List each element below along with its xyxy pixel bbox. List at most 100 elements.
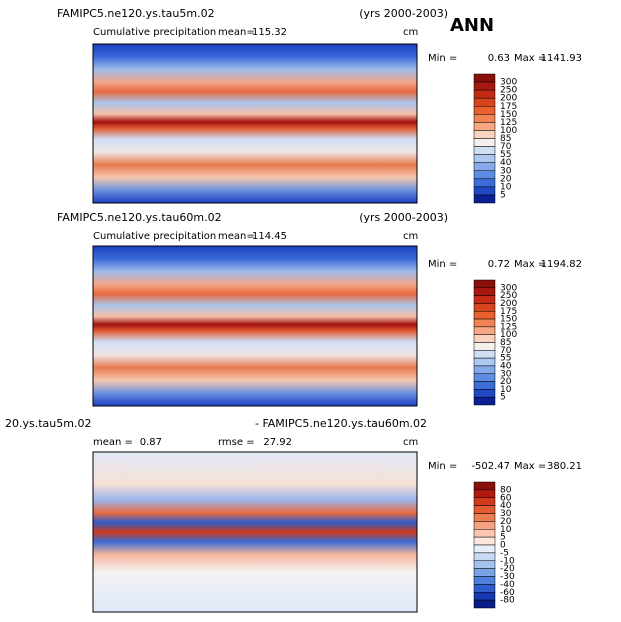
colorbar-label: 20 [500, 174, 512, 184]
colorbar-label: 70 [500, 142, 512, 152]
colorbar-box [473, 513, 496, 522]
map-field [92, 451, 418, 613]
colorbar-label: -80 [500, 596, 515, 606]
max-label: Max = [514, 461, 546, 472]
colorbar-label: 10 [500, 182, 512, 192]
colorbar-box [473, 106, 496, 115]
colorbar-label: 5 [500, 393, 506, 403]
colorbar-box [473, 521, 496, 530]
colorbar-label: 60 [500, 493, 512, 503]
colorbar-box [473, 381, 496, 390]
colorbar-box [473, 592, 496, 601]
colorbar-label: 250 [500, 86, 517, 96]
min-label: Min = [428, 259, 457, 270]
colorbar-box [473, 311, 496, 320]
colorbar-label: 150 [500, 315, 517, 325]
colorbar-label: 0 [500, 541, 506, 551]
colorbar-label: 20 [500, 377, 512, 387]
colorbar-label: 100 [500, 330, 517, 340]
colorbar-box [473, 536, 496, 546]
subtitle: Cumulative precipitation [93, 27, 216, 38]
colorbar-label: 300 [500, 283, 517, 293]
colorbar-label: 30 [500, 166, 512, 176]
colorbar-box [473, 287, 496, 296]
colorbar-box [473, 396, 496, 406]
colorbar-box [473, 373, 496, 382]
colorbar-box [473, 505, 496, 514]
colorbar-label: 40 [500, 501, 512, 511]
colorbar-label: 150 [500, 110, 517, 120]
colorbar-label: 10 [500, 385, 512, 395]
colorbar-box [473, 481, 496, 491]
colorbar-box [473, 334, 496, 343]
max-value: 380.21 [547, 461, 582, 472]
colorbar-label: 30 [500, 369, 512, 379]
stat-value: 0.87 [140, 437, 162, 448]
colorbar-box [473, 326, 496, 335]
colorbar-label: 30 [500, 509, 512, 519]
panel-title: FAMIPC5.ne120.ys.tau5m.02 [57, 7, 215, 20]
colorbar-box [473, 89, 496, 99]
colorbar-label: 80 [500, 485, 512, 495]
colorbar-label: 55 [500, 354, 511, 364]
units: cm [403, 437, 418, 448]
colorbar-label: 10 [500, 525, 512, 535]
colorbar-box [473, 114, 496, 123]
colorbar-box [473, 146, 496, 155]
colorbar-label: -30 [500, 572, 515, 582]
colorbar-box [473, 357, 496, 367]
stat-label: rmse = [218, 437, 255, 448]
colorbar-label: 5 [500, 190, 506, 200]
colorbar-label: 200 [500, 94, 517, 104]
panel-title: 20.ys.tau5m.02 [5, 417, 91, 430]
colorbar-box [473, 73, 496, 83]
colorbar-box [473, 122, 496, 131]
colorbar-label: 125 [500, 322, 517, 332]
units: cm [403, 27, 418, 38]
colorbar-label: -20 [500, 564, 515, 574]
colorbar-label: 70 [500, 346, 512, 356]
min-label: Min = [428, 53, 457, 64]
min-label: Min = [428, 461, 457, 472]
min-value: 0.72 [488, 259, 510, 270]
colorbar-box [473, 303, 496, 312]
colorbar-box [473, 497, 496, 506]
colorbar-box [473, 365, 496, 374]
colorbar-box [473, 138, 496, 147]
map-field [92, 43, 418, 204]
min-value: -502.47 [471, 461, 510, 472]
stat-label: mean= [218, 27, 255, 38]
colorbar-box [473, 170, 496, 180]
colorbar-box [473, 342, 496, 351]
colorbar-label: -5 [500, 548, 509, 558]
max-label: Max = [514, 259, 546, 270]
figure-title: ANN [450, 15, 494, 36]
colorbar-label: 175 [500, 307, 517, 317]
min-value: 0.63 [488, 53, 510, 64]
subtitle: Cumulative precipitation [93, 231, 216, 242]
colorbar-label: 40 [500, 361, 512, 371]
colorbar-box [473, 489, 496, 498]
colorbar-box [473, 318, 496, 328]
stat-label: mean= [218, 231, 255, 242]
map-field [92, 245, 418, 407]
colorbar-box [473, 295, 496, 304]
max-value: 1194.82 [541, 259, 582, 270]
colorbar-box [473, 552, 496, 561]
colorbar-label: 85 [500, 338, 511, 348]
colorbar-label: -60 [500, 588, 515, 598]
colorbar-box [473, 178, 496, 188]
colorbar-box [473, 186, 496, 196]
panel-title: FAMIPC5.ne120.ys.tau60m.02 [57, 211, 222, 224]
colorbar-box [473, 130, 496, 139]
panel-title-right: - FAMIPC5.ne120.ys.tau60m.02 [255, 417, 427, 430]
colorbar-box [473, 162, 496, 171]
max-label: Max = [514, 53, 546, 64]
colorbar-box [473, 599, 496, 609]
stat-label: mean = [93, 437, 133, 448]
colorbar-label: 175 [500, 102, 517, 112]
colorbar-label: -40 [500, 580, 515, 590]
colorbar-box [473, 97, 496, 107]
colorbar-box [473, 544, 496, 554]
stat-value: 114.45 [252, 231, 287, 242]
